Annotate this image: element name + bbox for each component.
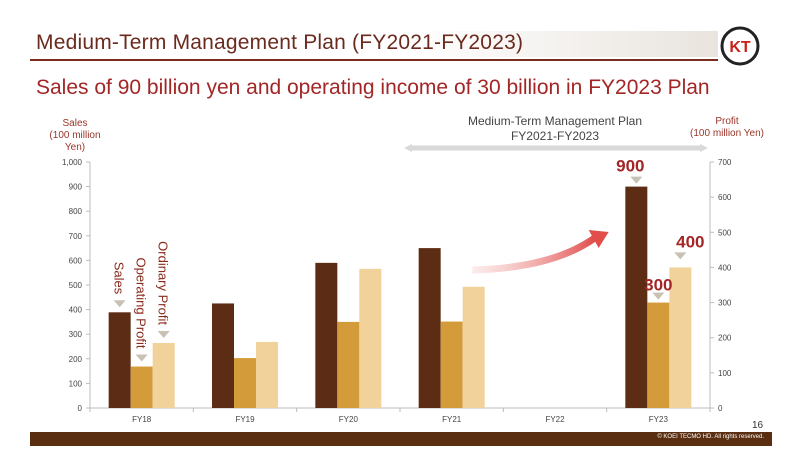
right-tick-label: 400	[718, 263, 732, 272]
footer-bar	[30, 432, 772, 446]
right-axis-label-line2: (100 million Yen)	[690, 128, 764, 139]
growth-arrow-shaft	[472, 235, 597, 274]
target-marker	[652, 292, 665, 300]
bar-ordinary-profit	[669, 267, 692, 408]
category-label: FY22	[545, 415, 565, 424]
category-label: FY18	[132, 415, 152, 424]
company-logo: KT	[720, 26, 760, 66]
target-marker	[674, 252, 687, 260]
right-tick-label: 500	[718, 228, 732, 237]
right-axis-label-line1: Profit	[715, 116, 739, 127]
left-tick-label: 400	[69, 306, 83, 315]
growth-arrow-head	[588, 230, 609, 248]
target-value-label: 300	[644, 276, 672, 295]
series-marker	[157, 330, 170, 338]
bar-ordinary-profit	[462, 286, 485, 408]
right-tick-label: 0	[718, 404, 723, 413]
bar-sales	[108, 312, 131, 408]
left-tick-label: 500	[69, 281, 83, 290]
left-tick-label: 200	[69, 355, 83, 364]
target-value-label: 400	[676, 232, 704, 251]
left-tick-label: 1,000	[62, 158, 83, 167]
left-tick-label: 800	[69, 207, 83, 216]
bar-operating-profit	[130, 366, 153, 408]
category-label: FY19	[235, 415, 255, 424]
plan-period-line2: FY2021-FY2023	[510, 129, 600, 143]
right-tick-label: 600	[718, 193, 732, 202]
left-tick-label: 300	[69, 330, 83, 339]
copyright-text: © KOEI TECMO HD. All rights reserved.	[657, 434, 764, 440]
page-number: 16	[752, 420, 764, 431]
bar-sales	[315, 262, 338, 408]
headline: Sales of 90 billion yen and operating in…	[36, 76, 710, 99]
left-tick-label: 700	[69, 232, 83, 241]
left-tick-label: 600	[69, 256, 83, 265]
category-label: FY23	[649, 415, 669, 424]
bar-operating-profit	[647, 302, 670, 408]
right-tick-label: 700	[718, 158, 732, 167]
bar-ordinary-profit	[152, 342, 175, 408]
bar-ordinary-profit	[256, 341, 278, 408]
series-marker	[113, 300, 126, 308]
category-label: FY21	[442, 415, 462, 424]
series-label-ordinary-profit: Ordinary Profit	[156, 241, 171, 325]
bar-sales	[212, 303, 234, 408]
series-label-sales: Sales	[112, 262, 127, 295]
bar-operating-profit	[440, 321, 463, 408]
left-tick-label: 900	[69, 183, 83, 192]
left-axis-label-line2: (100 million Yen)	[49, 130, 101, 153]
category-label: FY20	[339, 415, 359, 424]
bar-operating-profit	[337, 321, 360, 408]
series-label-operating-profit: Operating Profit	[134, 257, 149, 348]
target-marker	[630, 176, 643, 184]
left-tick-label: 100	[69, 379, 83, 388]
left-axis-label: Sales (100 million Yen)	[40, 118, 110, 154]
bar-ordinary-profit	[359, 268, 382, 408]
bar-sales	[625, 186, 648, 408]
bar-sales	[418, 248, 441, 408]
header-band	[30, 31, 718, 57]
page-title: Medium-Term Management Plan (FY2021-FY20…	[36, 31, 524, 54]
left-axis-label-line1: Sales	[62, 118, 88, 129]
logo-text: KT	[729, 39, 751, 56]
target-value-label: 900	[616, 157, 644, 176]
bar-operating-profit	[234, 358, 256, 408]
plan-period-line1: Medium-Term Management Plan	[467, 114, 643, 128]
series-marker	[135, 354, 148, 362]
left-tick-label: 0	[78, 404, 83, 413]
header-divider	[30, 59, 718, 61]
right-tick-label: 300	[718, 299, 732, 308]
right-tick-label: 100	[718, 369, 732, 378]
plan-period-label: Medium-Term Management Plan FY2021-FY202…	[440, 114, 670, 144]
right-axis-label: Profit (100 million Yen)	[682, 116, 772, 140]
right-tick-label: 200	[718, 334, 732, 343]
